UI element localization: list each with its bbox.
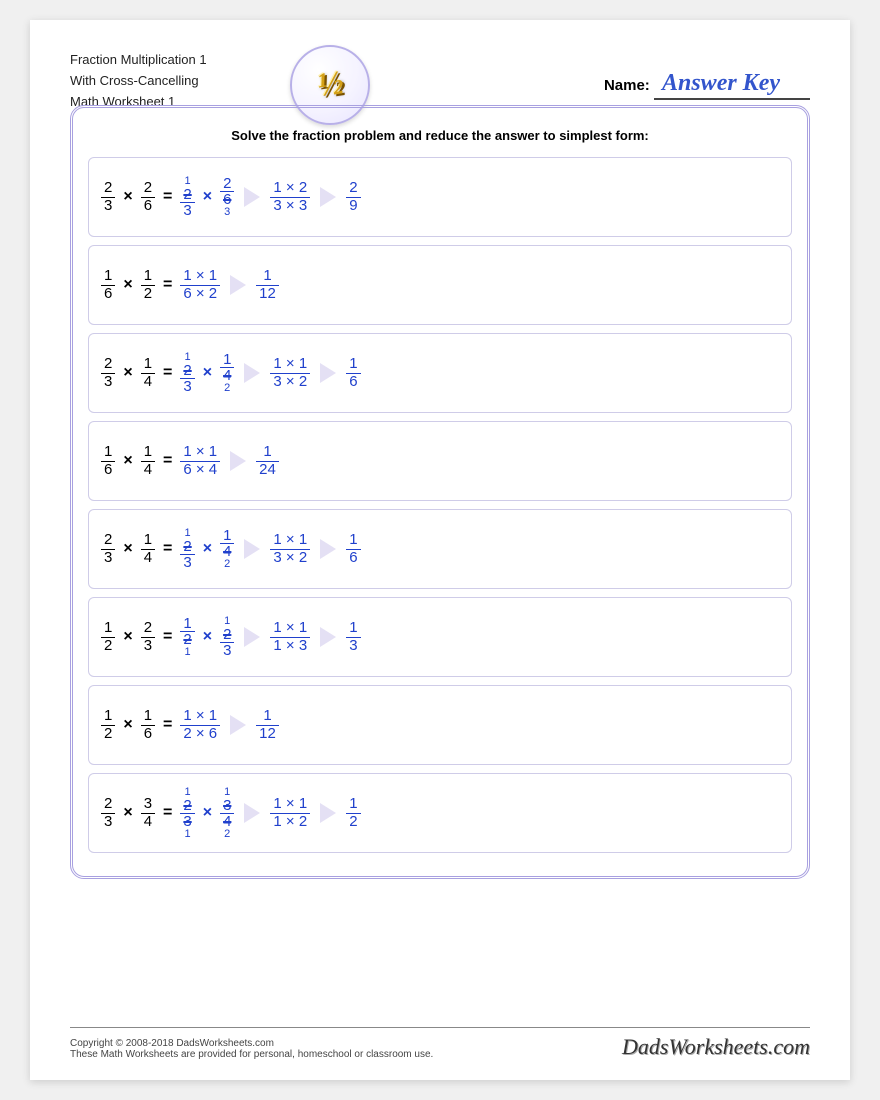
answer-key-text: Answer Key [654, 70, 810, 100]
problem-row: 23×14=123×1421 × 13 × 216 [88, 509, 792, 589]
arrow-icon [230, 275, 246, 295]
instruction-text: Solve the fraction problem and reduce th… [88, 128, 792, 143]
arrow-icon [244, 627, 260, 647]
name-label: Name: [604, 77, 650, 94]
arrow-icon [320, 363, 336, 383]
arrow-icon [244, 539, 260, 559]
problem-row: 16×14=1 × 16 × 4124 [88, 421, 792, 501]
problem-row: 23×34=1231×13421 × 11 × 212 [88, 773, 792, 853]
arrow-icon [244, 803, 260, 823]
problem-row: 23×14=123×1421 × 13 × 216 [88, 333, 792, 413]
problem-row: 12×23=121×1231 × 11 × 313 [88, 597, 792, 677]
arrow-icon [244, 363, 260, 383]
problem-row: 23×26=123×2631 × 23 × 329 [88, 157, 792, 237]
footer: Copyright © 2008-2018 DadsWorksheets.com… [70, 1027, 810, 1060]
arrow-icon [320, 627, 336, 647]
title-line-1: Fraction Multiplication 1 [70, 50, 270, 71]
footer-text: Copyright © 2008-2018 DadsWorksheets.com… [70, 1038, 433, 1060]
arrow-icon [230, 715, 246, 735]
arrow-icon [230, 451, 246, 471]
arrow-icon [244, 187, 260, 207]
arrow-icon [320, 187, 336, 207]
title-block: Fraction Multiplication 1 With Cross-Can… [70, 50, 270, 112]
title-line-2: With Cross-Cancelling [70, 71, 270, 92]
problem-row: 16×12=1 × 16 × 2112 [88, 245, 792, 325]
worksheet-page: Fraction Multiplication 1 With Cross-Can… [30, 20, 850, 1080]
arrow-icon [320, 803, 336, 823]
footer-brand: DadsWorksheets.com [622, 1034, 810, 1060]
arrow-icon [320, 539, 336, 559]
problems-container: Solve the fraction problem and reduce th… [70, 105, 810, 879]
problem-row: 12×16=1 × 12 × 6112 [88, 685, 792, 765]
name-block: Name: Answer Key [390, 50, 810, 97]
